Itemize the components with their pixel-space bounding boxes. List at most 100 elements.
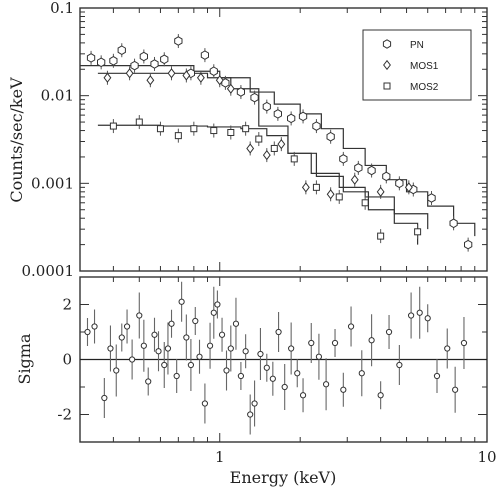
data-point-mos2 xyxy=(174,132,182,140)
data-point-pn xyxy=(117,45,126,55)
residual-point xyxy=(257,350,264,358)
residual-point xyxy=(187,361,195,369)
data-point-pn xyxy=(86,53,96,63)
residual-point xyxy=(168,320,175,327)
data-point-pn xyxy=(287,113,296,124)
data-point-mos2 xyxy=(242,125,250,133)
residual-point xyxy=(294,370,301,377)
data-point-mos2 xyxy=(335,193,343,201)
y-tick-label: 0.001 xyxy=(31,174,74,192)
legend-marker-mos2 xyxy=(383,82,391,90)
model-line-mos2 xyxy=(97,124,419,245)
residual-point xyxy=(452,386,459,393)
residual-point xyxy=(178,298,185,305)
data-point-pn xyxy=(339,154,348,164)
residual-point xyxy=(218,331,226,338)
data-point-mos1 xyxy=(246,143,255,154)
residual-point xyxy=(223,367,230,374)
data-point-mos1 xyxy=(277,139,286,150)
residual-point xyxy=(192,317,199,325)
residual-point xyxy=(251,400,258,407)
spectrum-panel: 0.0001 0.001 0.01 0.1 PN MOS1 MOS2 xyxy=(22,0,488,280)
residual-point xyxy=(107,345,114,352)
data-point-pn xyxy=(109,56,118,66)
residual-panel: 1 10 -2 0 2 xyxy=(57,276,497,466)
residual-point xyxy=(206,342,214,349)
legend-label-mos2: MOS2 xyxy=(410,82,439,93)
y-tick-label: 2 xyxy=(62,296,72,314)
data-point-mos2 xyxy=(109,122,117,130)
y-tick-label: -2 xyxy=(57,406,72,424)
data-point-mos2 xyxy=(270,144,278,152)
residual-point xyxy=(201,400,209,407)
data-point-mos1 xyxy=(326,189,335,200)
residual-point xyxy=(358,370,365,377)
data-point-pn xyxy=(273,109,282,119)
residual-point xyxy=(396,361,403,369)
data-point-pn xyxy=(250,92,259,103)
data-point-mos2 xyxy=(135,118,143,126)
data-point-pn xyxy=(150,59,159,69)
y-tick-label: 0.1 xyxy=(50,0,74,17)
data-point-mos1 xyxy=(146,75,155,86)
residual-point xyxy=(275,328,282,336)
y-tick-label: 0.01 xyxy=(41,87,74,105)
data-point-mos2 xyxy=(414,228,422,236)
legend-box xyxy=(362,29,472,101)
y-axis-label-residual: Sigma xyxy=(15,333,34,384)
data-point-mos2 xyxy=(227,129,235,137)
residual-point xyxy=(385,328,393,336)
data-point-pn xyxy=(298,111,308,122)
residual-point xyxy=(145,378,152,385)
data-point-pn xyxy=(236,87,245,97)
data-point-pn xyxy=(427,193,436,203)
residual-point xyxy=(214,301,221,308)
data-point-pn xyxy=(139,51,148,62)
data-point-pn xyxy=(395,178,404,189)
data-point-pn xyxy=(382,171,391,182)
x-axis-label: Energy (keV) xyxy=(230,468,337,487)
residual-point xyxy=(210,309,217,316)
data-point-mos2 xyxy=(156,125,164,133)
residual-point xyxy=(113,367,120,374)
y-tick-label: 0 xyxy=(62,351,72,369)
data-point-mos1 xyxy=(262,149,271,161)
data-point-mos2 xyxy=(290,155,298,163)
data-point-pn xyxy=(209,66,218,76)
data-point-mos2 xyxy=(210,127,218,135)
residual-point xyxy=(269,375,276,382)
residual-point xyxy=(161,361,168,369)
residual-point xyxy=(232,320,240,327)
data-point-pn xyxy=(326,131,335,142)
residual-point xyxy=(368,337,375,344)
data-point-mos2 xyxy=(190,125,198,133)
data-point-mos1 xyxy=(125,68,134,79)
residual-point xyxy=(151,331,158,338)
residual-point xyxy=(247,411,254,418)
residual-point xyxy=(136,312,143,319)
data-point-mos1 xyxy=(167,68,176,79)
data-point-pn xyxy=(174,36,183,46)
data-point-mos1 xyxy=(376,186,385,197)
residual-point xyxy=(322,381,330,388)
data-point-mos1 xyxy=(226,83,235,94)
residual-point xyxy=(331,339,339,347)
residual-point xyxy=(242,348,249,355)
residual-point xyxy=(123,323,131,330)
residual-point xyxy=(227,345,234,352)
data-point-mos1 xyxy=(182,70,191,81)
data-point-pn xyxy=(200,50,209,60)
data-point-mos1 xyxy=(350,174,359,185)
residual-point xyxy=(460,339,468,347)
residual-point xyxy=(433,372,441,380)
data-point-pn xyxy=(262,101,271,112)
data-point-pn xyxy=(464,239,473,250)
residual-point xyxy=(91,323,98,330)
residual-point xyxy=(407,312,415,319)
y-tick-label: 0.0001 xyxy=(22,262,75,280)
residual-point xyxy=(281,383,288,391)
data-point-pn xyxy=(449,218,458,229)
residual-point xyxy=(173,372,180,380)
residual-point xyxy=(424,315,431,322)
residual-point xyxy=(315,353,323,360)
